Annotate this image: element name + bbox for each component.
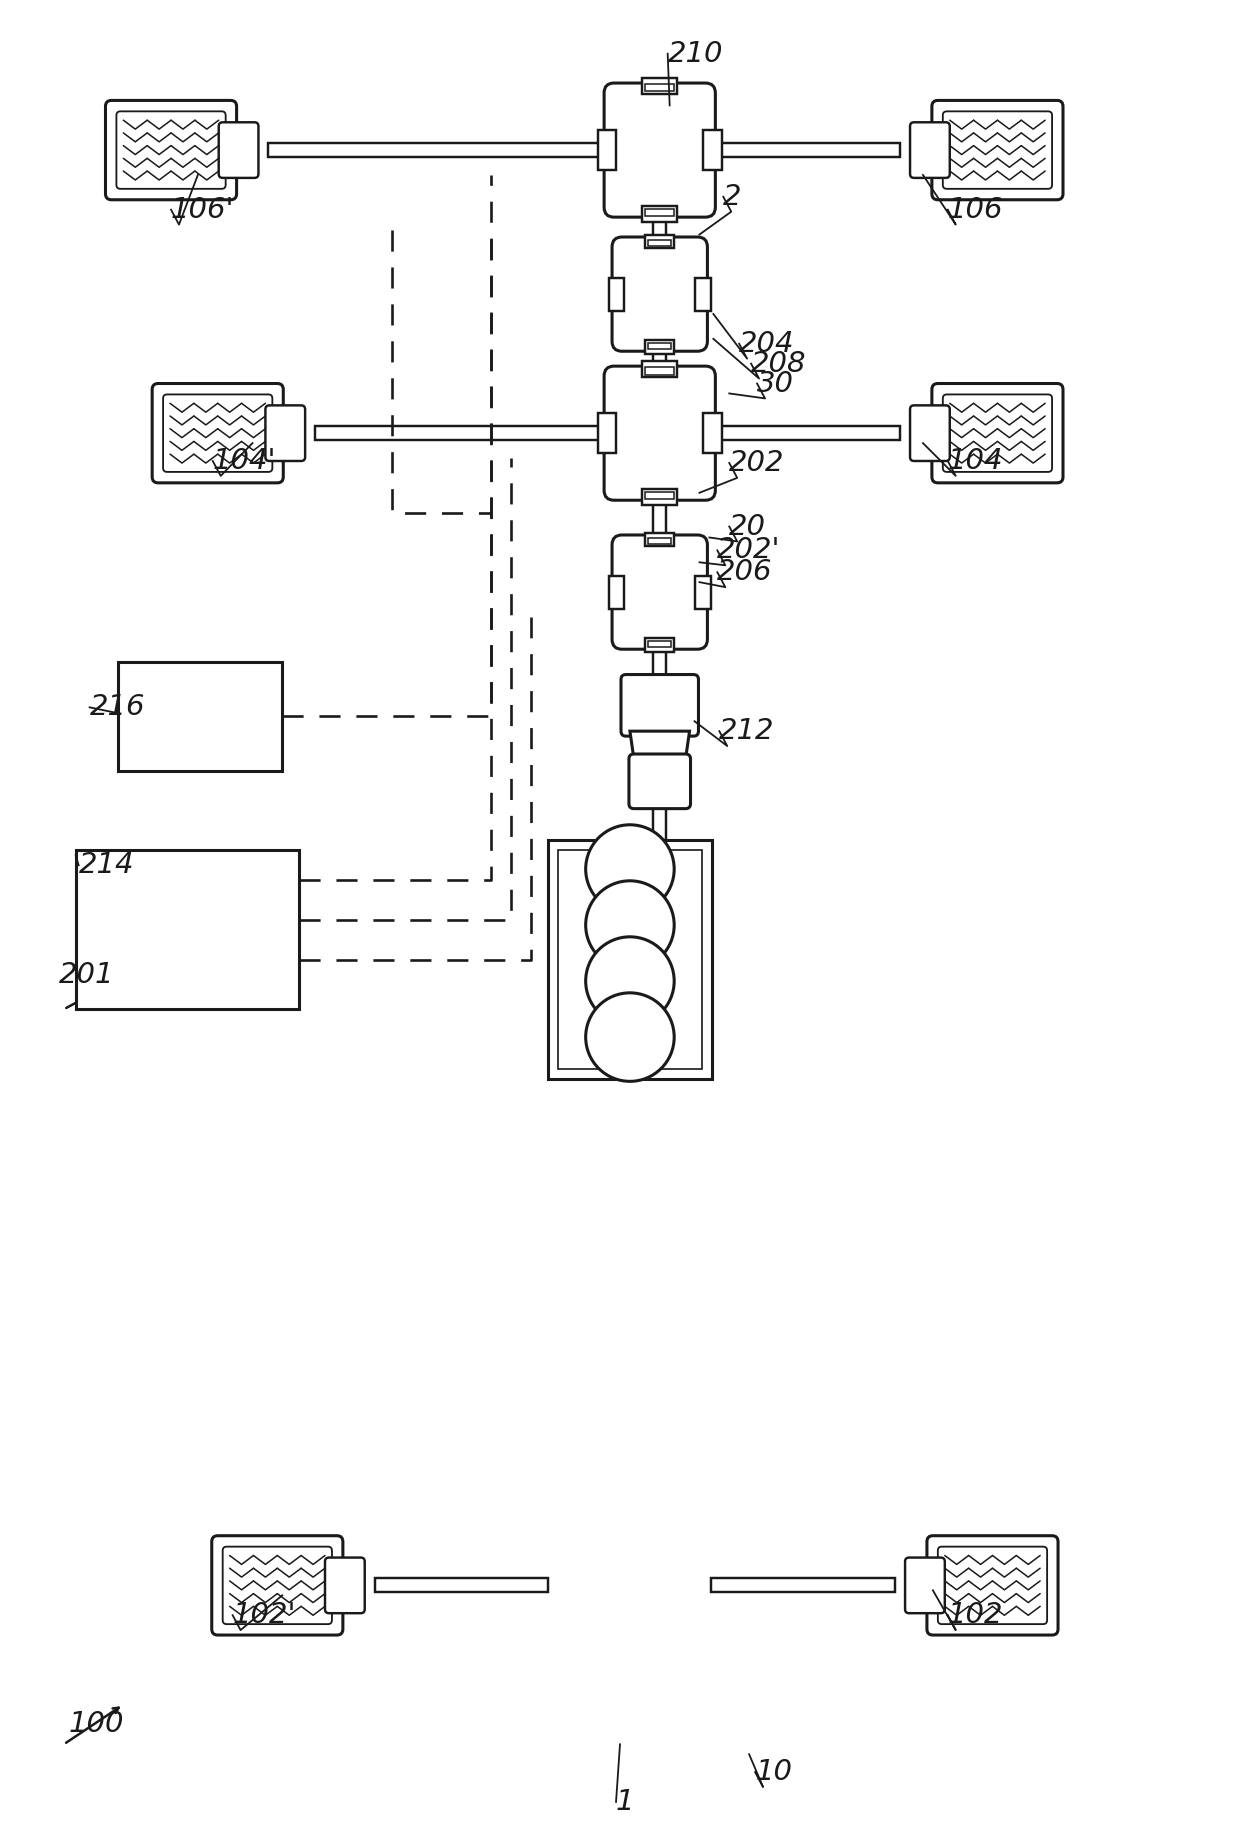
FancyBboxPatch shape [604,82,715,217]
FancyBboxPatch shape [928,1536,1058,1634]
FancyBboxPatch shape [613,535,707,650]
FancyBboxPatch shape [223,1547,332,1623]
FancyBboxPatch shape [905,1558,945,1612]
Text: 216: 216 [89,694,145,721]
Bar [598,130,616,170]
Text: 206: 206 [718,559,773,586]
Bar [609,575,624,608]
Text: 214: 214 [78,851,134,880]
Bar [642,489,677,506]
Bar [649,537,671,544]
FancyBboxPatch shape [932,100,1063,199]
FancyBboxPatch shape [105,100,237,199]
Bar [712,1578,895,1592]
Polygon shape [630,730,689,760]
Bar [645,340,675,354]
Bar [642,362,677,376]
Circle shape [585,937,675,1026]
Text: 106: 106 [947,195,1003,225]
Text: 202': 202' [718,537,781,564]
Bar [712,425,900,440]
Bar [315,425,608,440]
Bar [649,641,671,646]
Bar [696,575,711,608]
Circle shape [585,880,675,970]
Bar [653,217,666,239]
Text: 212: 212 [719,718,775,745]
FancyBboxPatch shape [153,383,283,482]
Bar [118,661,283,771]
FancyBboxPatch shape [117,111,226,188]
Bar [653,500,666,537]
Bar [609,278,624,310]
Bar [712,142,900,157]
Text: 201: 201 [58,960,114,988]
Bar [653,646,666,730]
Bar [548,840,712,1079]
Bar [642,79,677,93]
FancyBboxPatch shape [942,111,1052,188]
FancyBboxPatch shape [265,405,305,460]
Bar [645,367,675,374]
FancyBboxPatch shape [613,237,707,351]
FancyBboxPatch shape [621,674,698,736]
Text: 1: 1 [616,1788,635,1815]
Bar [645,84,675,91]
Bar [703,413,722,453]
Text: 102': 102' [233,1601,296,1629]
FancyBboxPatch shape [218,122,258,177]
Bar [558,851,702,1068]
Bar [268,142,608,157]
FancyBboxPatch shape [910,405,950,460]
Text: 104: 104 [947,447,1003,475]
Text: 102: 102 [947,1601,1003,1629]
FancyBboxPatch shape [942,394,1052,471]
Circle shape [585,993,675,1081]
Text: 10: 10 [755,1758,792,1786]
Bar [645,208,675,215]
Bar [598,413,616,453]
Text: 202: 202 [729,449,785,477]
Text: 104': 104' [213,447,277,475]
Text: 30: 30 [758,369,794,398]
Bar [374,1578,548,1592]
Bar [645,639,675,652]
FancyBboxPatch shape [910,122,950,177]
FancyBboxPatch shape [212,1536,343,1634]
FancyBboxPatch shape [164,394,273,471]
FancyBboxPatch shape [937,1547,1047,1623]
Text: 210: 210 [667,40,723,68]
FancyBboxPatch shape [325,1558,365,1612]
Bar [645,236,675,248]
FancyBboxPatch shape [604,367,715,500]
Bar [645,533,675,546]
FancyBboxPatch shape [932,383,1063,482]
Bar [649,343,671,349]
FancyBboxPatch shape [629,754,691,809]
Text: 2: 2 [723,183,742,210]
Bar [649,239,671,247]
Bar [653,349,666,365]
Bar [76,851,299,1010]
Text: 100: 100 [68,1711,124,1738]
Bar [645,491,675,498]
Text: 20: 20 [729,513,766,540]
Text: 204: 204 [739,331,795,358]
Circle shape [585,825,675,913]
Bar [696,278,711,310]
Text: 106': 106' [171,195,234,225]
Text: 208: 208 [751,349,806,378]
Bar [703,130,722,170]
Bar [642,206,677,223]
Bar [653,805,666,840]
